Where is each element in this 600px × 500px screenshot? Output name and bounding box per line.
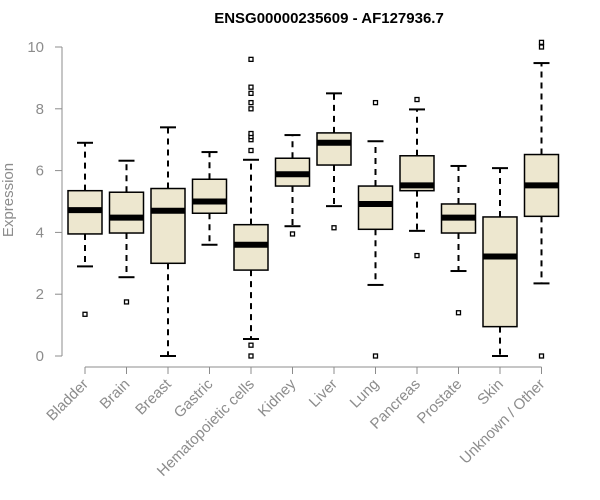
- y-axis: 0 2 4 6 8 10: [27, 39, 63, 365]
- outlier-point: [248, 84, 254, 90]
- box-kidney: [274, 134, 311, 237]
- outlier-point: [123, 299, 130, 305]
- interquartile-box: [150, 187, 186, 265]
- box-prostate: [440, 164, 477, 316]
- chart-title: ENSG00000235609 - AF127936.7: [214, 10, 444, 27]
- x-tick-label: Brain: [97, 376, 134, 413]
- x-tick-label: Breast: [132, 375, 175, 418]
- box-unknown-other: [523, 39, 560, 359]
- outlier-point: [248, 99, 254, 106]
- x-tick-label: Lung: [347, 376, 383, 412]
- outlier-point: [82, 311, 88, 317]
- boxes-group: [67, 39, 560, 359]
- outlier-point: [538, 353, 545, 359]
- x-tick-label: Liver: [306, 376, 341, 411]
- outlier-point: [248, 106, 254, 112]
- outlier-point: [248, 353, 254, 359]
- y-tick-label: 6: [36, 163, 44, 180]
- y-tick-label: 10: [27, 39, 44, 56]
- interquartile-box: [316, 132, 352, 166]
- interquartile-box: [482, 216, 518, 328]
- outlier-point: [248, 147, 254, 154]
- y-tick-label: 8: [36, 101, 44, 118]
- x-tick-label: Bladder: [43, 376, 92, 425]
- outlier-point: [538, 39, 545, 46]
- y-tick-label: 2: [36, 286, 44, 303]
- box-pancreas: [399, 96, 435, 259]
- x-tick-label: Prostate: [414, 376, 466, 428]
- interquartile-box: [191, 178, 228, 214]
- box-lung: [357, 99, 394, 359]
- box-bladder: [67, 141, 103, 317]
- outlier-point: [331, 225, 337, 231]
- y-tick-label: 0: [36, 348, 44, 365]
- interquartile-box: [108, 191, 145, 234]
- x-tick-label: Kidney: [255, 375, 300, 420]
- outlier-point: [289, 231, 296, 237]
- x-tick-label: Skin: [474, 376, 507, 409]
- outlier-point: [538, 44, 545, 50]
- box-liver: [316, 92, 352, 231]
- outlier-point: [414, 252, 420, 259]
- box-skin: [482, 167, 518, 357]
- box-hematopoietic-cells: [233, 56, 269, 359]
- outlier-point: [248, 56, 254, 63]
- outlier-point: [248, 342, 254, 348]
- outlier-point: [372, 353, 379, 359]
- box-brain: [108, 159, 145, 305]
- outlier-point: [248, 90, 254, 96]
- y-axis-label: Expression: [0, 163, 17, 237]
- interquartile-box: [357, 185, 394, 231]
- outlier-point: [414, 96, 420, 103]
- outlier-point: [248, 130, 254, 137]
- y-tick-label: 4: [36, 224, 44, 241]
- outlier-point: [455, 310, 462, 316]
- box-breast: [150, 126, 186, 357]
- box-gastric: [191, 151, 228, 246]
- outlier-point: [372, 99, 379, 106]
